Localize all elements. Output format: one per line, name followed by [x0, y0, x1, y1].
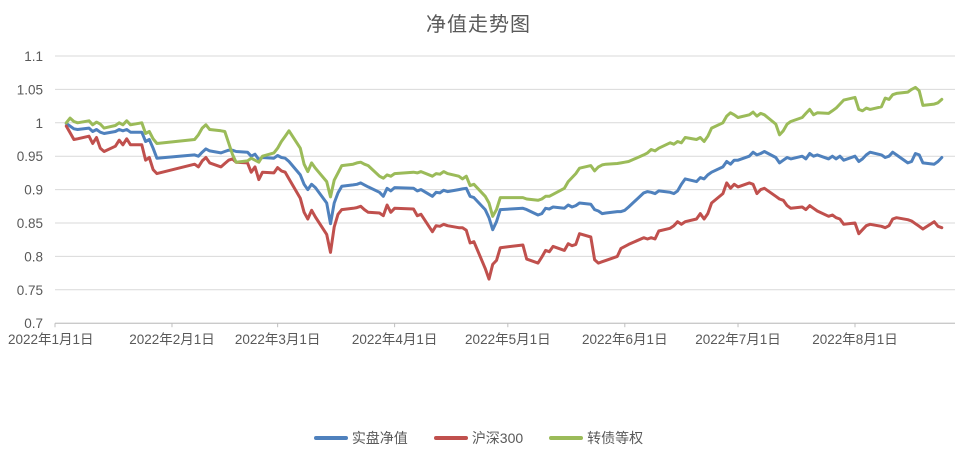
legend-label: 转债等权: [587, 430, 644, 446]
legend-item-convertible: 转债等权: [549, 428, 643, 448]
legend-line-swatch-blue: [313, 436, 348, 440]
y-axis-tick-label: 0.9: [24, 183, 43, 198]
y-axis-tick-label: 0.7: [24, 316, 43, 331]
y-axis-tick-label: 1: [35, 116, 43, 131]
legend-label: 沪深300: [471, 430, 524, 446]
x-axis-tick-label: 2022年1月1日: [8, 332, 94, 347]
series-line-1: [64, 124, 944, 281]
legend-item-csi300: 沪深300: [433, 428, 524, 448]
y-axis-tick-label: 1.1: [24, 49, 43, 64]
x-axis-tick-label: 2022年8月1日: [812, 332, 898, 347]
series-line-0: [64, 122, 944, 232]
series-line-2: [64, 85, 944, 218]
y-axis-tick-label: 0.85: [17, 216, 43, 231]
legend-line-swatch-red: [433, 436, 468, 440]
x-axis-tick-label: 2022年6月1日: [582, 332, 668, 347]
plot-svg: 0.7 0.75 0.8 0.85 0.9 0.95 1 1.05 1.1 2022年1月1日 20…: [8, 49, 955, 347]
y-axis-tick-label: 0.95: [17, 149, 43, 164]
chart-title: 净值走势图: [426, 12, 531, 36]
y-axis-tick-label: 0.8: [24, 249, 43, 264]
legend-line-swatch-green: [549, 436, 584, 440]
y-axis-tick-label: 1.05: [17, 82, 43, 97]
x-axis-tick-label: 2022年3月1日: [235, 332, 321, 347]
x-axis-tick-label: 2022年4月1日: [352, 332, 438, 347]
legend-label: 实盘净值: [351, 430, 408, 446]
chart-legend: 实盘净值 沪深300 转债等权: [0, 428, 957, 448]
legend-item-net-value: 实盘净值: [313, 428, 408, 448]
x-axis-tick-label: 2022年2月1日: [129, 332, 215, 347]
x-axis-tick-label: 2022年5月1日: [465, 332, 551, 347]
x-axis-tick-label: 2022年7月1日: [695, 332, 781, 347]
y-axis-tick-label: 0.75: [17, 283, 43, 298]
